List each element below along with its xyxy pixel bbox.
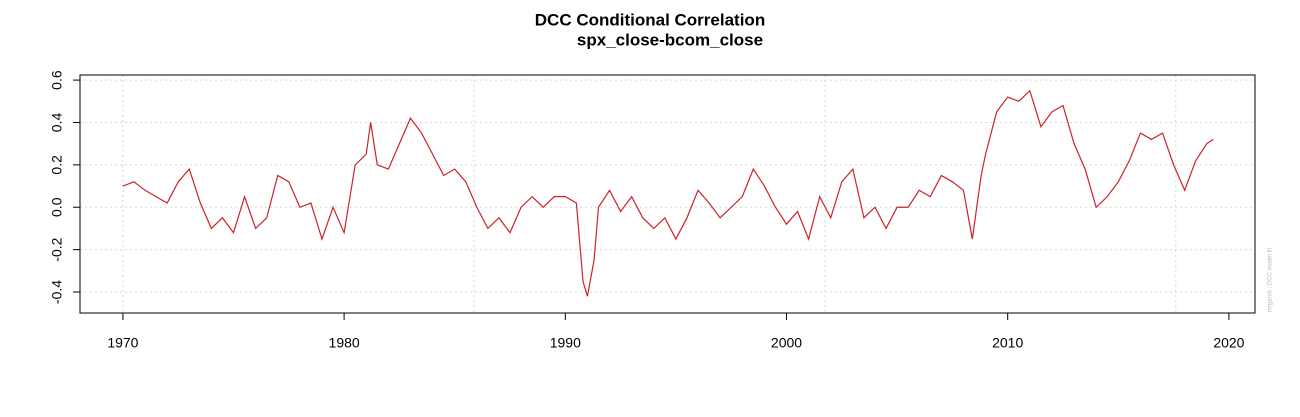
y-tick-label: 0.2 <box>49 155 65 175</box>
y-tick-label: -0.2 <box>49 237 65 261</box>
watermark: rmgarch : DCC model fit <box>1268 247 1274 312</box>
series-line <box>122 89 1214 297</box>
x-tick-label: 2000 <box>771 335 802 351</box>
x-tick-label: 1970 <box>107 335 138 351</box>
x-tick-label: 1980 <box>329 335 360 351</box>
y-tick-label: 0.6 <box>49 70 65 90</box>
chart-title: DCC Conditional Correlation <box>535 10 765 29</box>
y-tick-label: 0.4 <box>49 113 65 133</box>
x-tick-label: 2020 <box>1213 335 1244 351</box>
plot-frame <box>79 74 1256 314</box>
x-tick-label: 1990 <box>550 335 581 351</box>
x-tick-label: 2010 <box>992 335 1023 351</box>
chart-subtitle: spx_close-bcom_close <box>577 30 763 49</box>
y-tick-label: -0.4 <box>49 280 65 304</box>
y-tick-label: 0.0 <box>49 197 65 217</box>
